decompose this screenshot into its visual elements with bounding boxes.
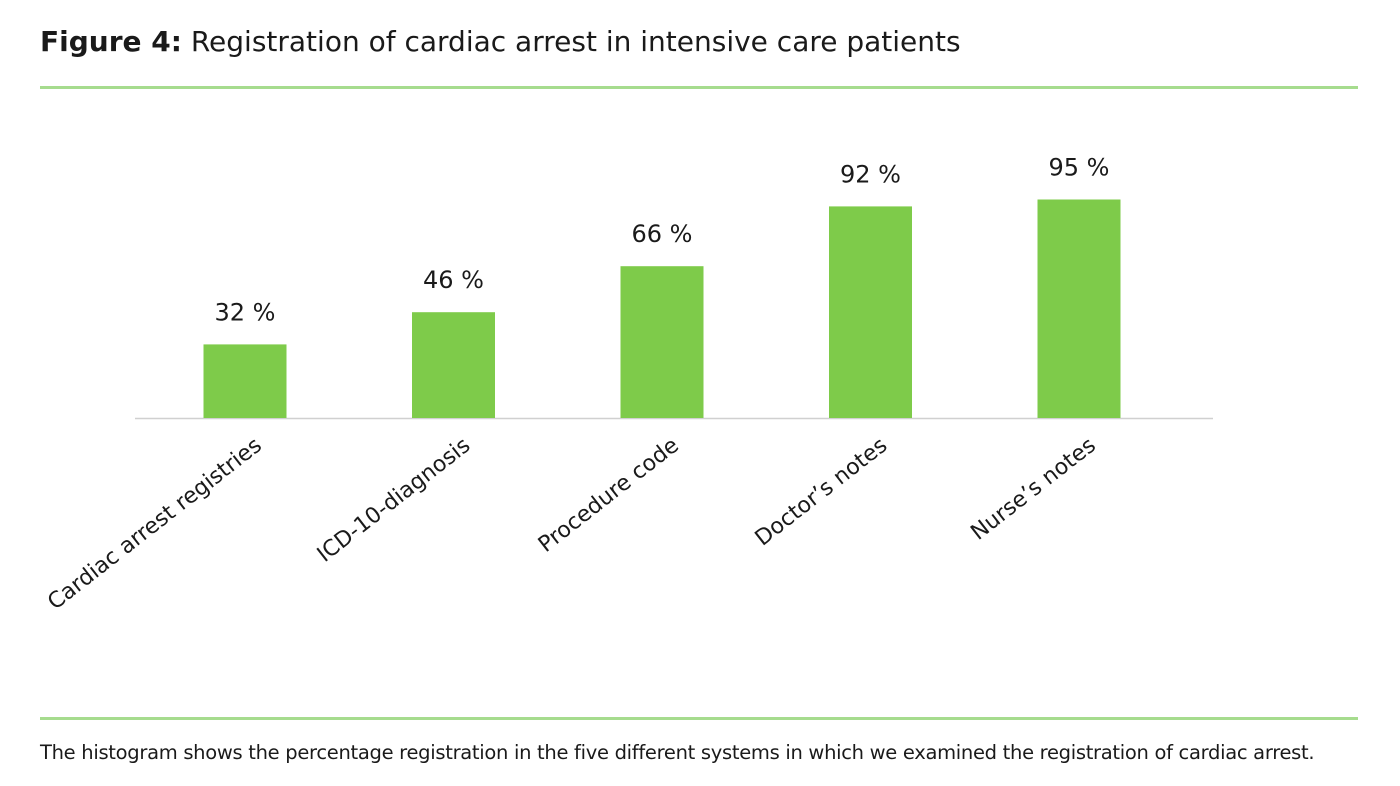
data-label: 32 % (215, 298, 276, 326)
bar (203, 344, 287, 418)
figure-caption: The histogram shows the percentage regis… (40, 741, 1315, 764)
category-label: Doctor’s notes (751, 433, 893, 551)
category-label: ICD-10-diagnosis (313, 433, 475, 568)
category-label: Nurse’s notes (966, 433, 1100, 546)
data-label: 46 % (423, 266, 484, 294)
category-label: Procedure code (534, 433, 684, 558)
category-label: Cardiac arrest registries (43, 433, 266, 615)
figure-label: Figure 4: (40, 25, 182, 58)
bar (829, 206, 912, 418)
data-label: 66 % (632, 220, 693, 248)
data-label: 92 % (840, 160, 901, 188)
figure-title-text: Registration of cardiac arrest in intens… (190, 25, 961, 58)
figure-title: Figure 4: Registration of cardiac arrest… (40, 22, 961, 62)
top-divider (40, 86, 1358, 89)
bottom-divider (40, 717, 1358, 720)
bar (1037, 199, 1121, 418)
bar (620, 266, 704, 418)
data-label: 95 % (1049, 154, 1110, 182)
bar (412, 312, 495, 418)
